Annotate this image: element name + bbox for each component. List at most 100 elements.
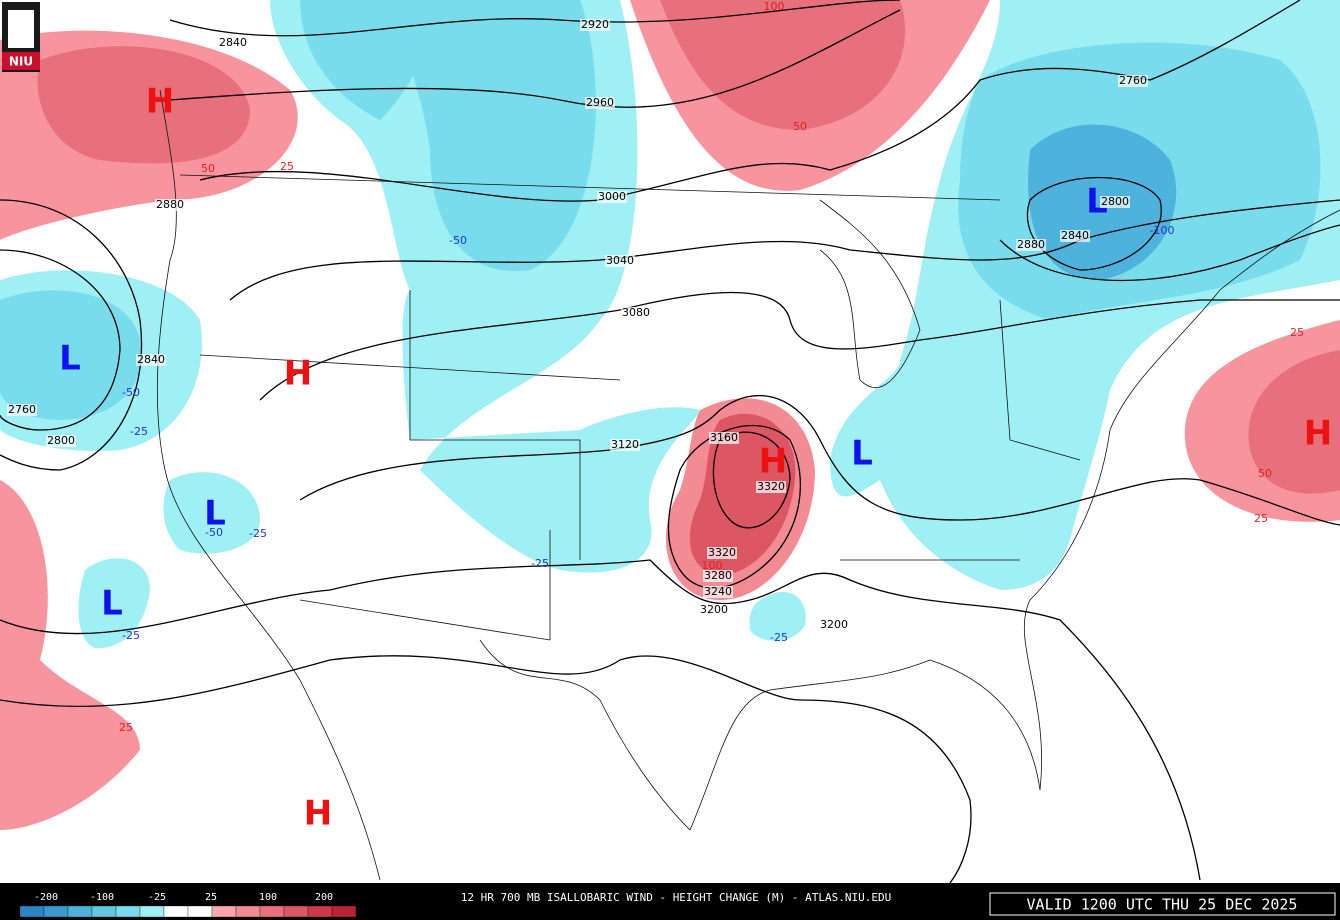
footer-title: 12 HR 700 MB ISALLOBARIC WIND - HEIGHT C…	[461, 891, 891, 904]
contour-label-bg	[621, 307, 651, 319]
map-labels: H H H H H L L L L L 2840 2920 2960 3000 3040 3080 3120 31…	[7, 0, 1332, 834]
contour-label: 3200	[820, 618, 848, 631]
contour-label-bg	[597, 191, 627, 203]
rise-area	[37, 46, 250, 164]
colorbar-label: -25	[148, 892, 166, 903]
fall-area	[163, 472, 260, 554]
geography	[157, 89, 1340, 881]
colorbar: -200 -100 -25 25 100 200	[19, 892, 357, 918]
contour-label: 2920	[581, 18, 609, 31]
contour-label-bg	[703, 570, 733, 582]
rise-area	[1248, 350, 1340, 494]
height-contours	[0, 0, 1340, 884]
rise-area	[0, 480, 140, 830]
fall-area	[749, 591, 806, 641]
pressure-center: H	[1304, 414, 1332, 454]
contour-label: 2760	[8, 403, 36, 416]
colorbar-swatch	[43, 905, 69, 918]
pressure-center: H	[146, 82, 174, 122]
contour-label: 3200	[700, 603, 728, 616]
change-label: 25	[280, 160, 294, 173]
contour-label-bg	[1118, 75, 1148, 87]
pressure-center: L	[204, 494, 226, 534]
colorbar-label: -200	[34, 892, 58, 903]
contour-label-bg	[155, 199, 185, 211]
change-label: 100	[764, 0, 785, 13]
colorbar-label: 25	[205, 892, 217, 903]
pressure-center: H	[284, 354, 312, 394]
colorbar-swatch	[19, 905, 45, 918]
pressure-center: L	[101, 584, 123, 624]
pressure-center: L	[851, 434, 873, 474]
contour-label-bg	[1016, 239, 1046, 251]
contour-label-bg	[703, 586, 733, 598]
contour-label: 3320	[708, 546, 736, 559]
height-change-fill	[0, 0, 1340, 830]
contour-label-bg	[580, 19, 610, 31]
change-label: 50	[201, 162, 215, 175]
logo-tower	[8, 10, 34, 48]
colorbar-swatch	[259, 905, 285, 918]
change-label: 25	[1254, 512, 1268, 525]
pressure-center: H	[304, 794, 332, 834]
change-label: -50	[205, 526, 223, 539]
colorbar-swatch	[91, 905, 117, 918]
contour-label: 2960	[586, 96, 614, 109]
contour-label: 3080	[622, 306, 650, 319]
contour-label-bg	[699, 604, 729, 616]
contour-label-bg	[1060, 230, 1090, 242]
niu-logo: NIU	[2, 2, 40, 72]
contour-label: 2840	[1061, 229, 1089, 242]
rise-area	[689, 413, 796, 575]
colorbar-swatch	[139, 905, 165, 918]
contour-label: 3120	[611, 438, 639, 451]
change-label: -25	[122, 629, 140, 642]
colorbar-swatch	[307, 905, 333, 918]
contour-label: 3000	[598, 190, 626, 203]
change-label: 100	[702, 559, 723, 572]
change-label: -25	[770, 631, 788, 644]
fall-area	[78, 558, 150, 649]
change-label: 25	[119, 721, 133, 734]
change-label: 50	[1258, 467, 1272, 480]
contour-label-bg	[1100, 196, 1130, 208]
contour-label: 2760	[1119, 74, 1147, 87]
pressure-center: L	[59, 339, 81, 379]
fall-area	[0, 290, 142, 420]
pressure-center: L	[1086, 182, 1108, 222]
contour-label: 3320	[757, 480, 785, 493]
change-label: -100	[1150, 224, 1175, 237]
logo-band	[2, 52, 40, 70]
colorbar-swatch	[235, 905, 261, 918]
colorbar-swatch	[211, 905, 237, 918]
colorbar-label: 100	[259, 892, 277, 903]
contour-label: 2800	[47, 434, 75, 447]
contour-label: 2880	[156, 198, 184, 211]
contour-label-bg	[819, 619, 849, 631]
change-label: -50	[122, 386, 140, 399]
change-label: -25	[130, 425, 148, 438]
colorbar-label: -100	[90, 892, 114, 903]
valid-time: VALID 1200 UTC THU 25 DEC 2025	[1027, 896, 1298, 914]
colorbar-swatch	[187, 905, 213, 918]
contour-label-bg	[46, 435, 76, 447]
contour-label: 2840	[219, 36, 247, 49]
contour-label-bg	[756, 481, 786, 493]
contour-label-bg	[709, 432, 739, 444]
change-label: 50	[793, 120, 807, 133]
valid-box	[989, 892, 1336, 916]
contour-label-bg	[605, 255, 635, 267]
contour-label-bg	[136, 354, 166, 366]
contour-label: 2840	[137, 353, 165, 366]
contour-label: 2800	[1101, 195, 1129, 208]
contour-label: 3160	[710, 431, 738, 444]
contour-label-bg	[218, 37, 248, 49]
contour-label-bg	[585, 97, 615, 109]
colorbar-swatch	[163, 905, 189, 918]
colorbar-label: 200	[315, 892, 333, 903]
contour-label: 3280	[704, 569, 732, 582]
rise-area	[660, 0, 906, 130]
colorbar-swatch	[283, 905, 309, 918]
logo-text: NIU	[9, 55, 33, 69]
